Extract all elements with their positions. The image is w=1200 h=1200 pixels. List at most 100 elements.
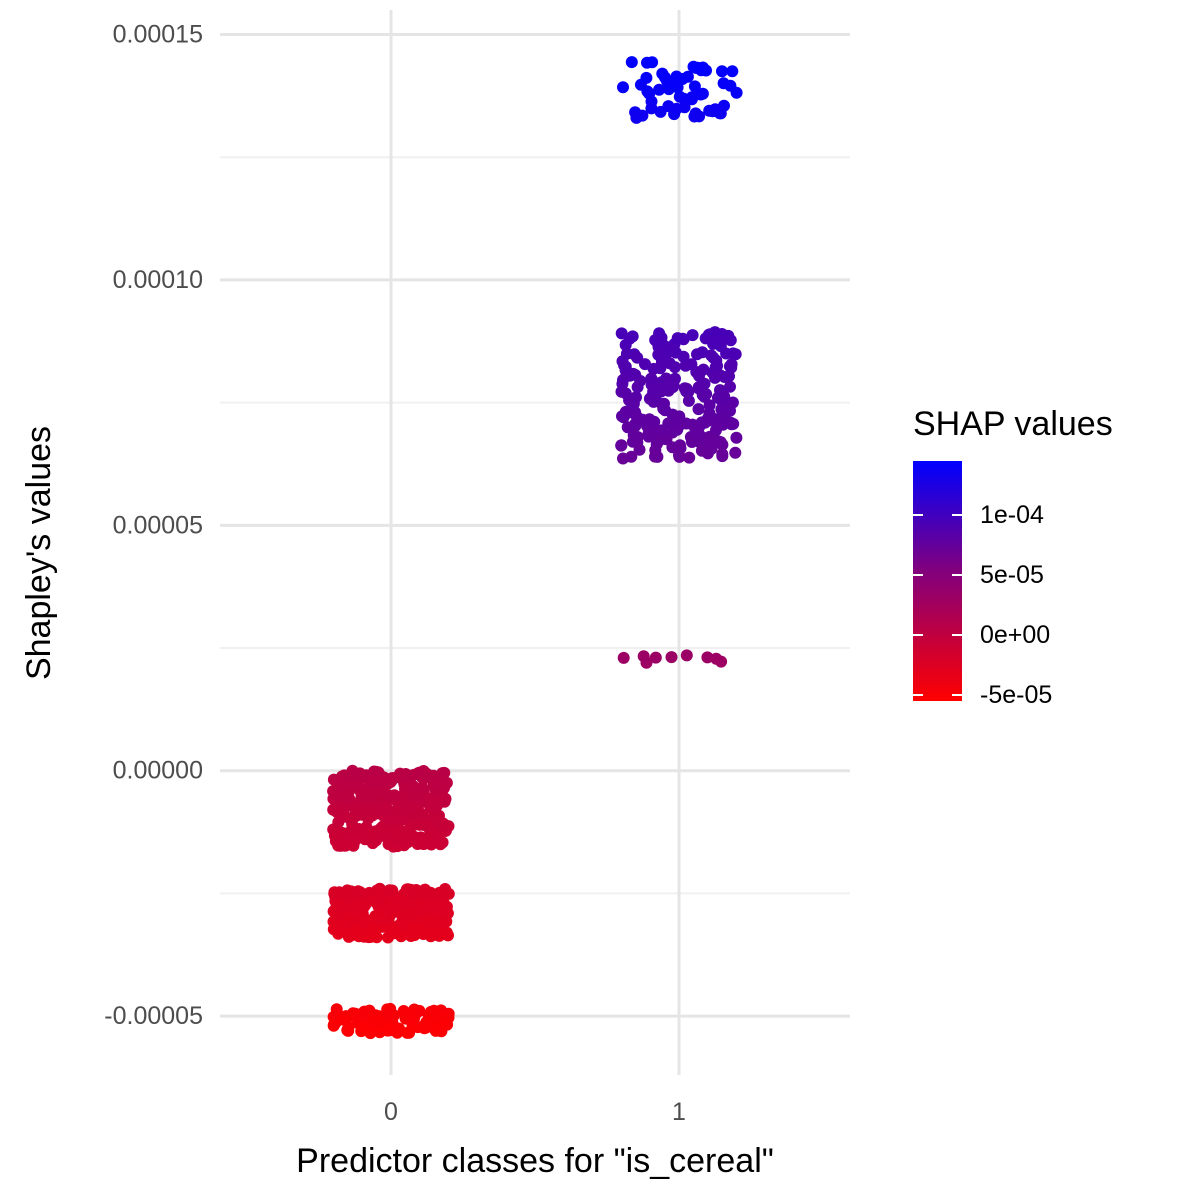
- data-points: [327, 56, 743, 1040]
- data-point: [437, 1020, 450, 1032]
- data-point: [339, 810, 352, 823]
- data-point: [403, 1026, 416, 1039]
- y-axis-ticks: -0.00005 0.00000 0.00005 0.00010 0.00015: [104, 21, 203, 1031]
- data-point: [723, 370, 735, 383]
- legend: SHAP values -5e-05 0e+00 5e-05 1e-04: [913, 405, 1113, 709]
- data-point: [641, 56, 653, 69]
- data-point: [630, 111, 643, 124]
- data-point: [384, 1024, 397, 1037]
- data-point: [730, 431, 743, 444]
- data-point: [619, 387, 632, 400]
- data-point: [355, 1021, 368, 1034]
- data-point: [358, 916, 371, 929]
- data-point: [691, 61, 704, 74]
- data-point: [327, 803, 340, 816]
- data-point: [667, 379, 680, 392]
- data-point: [330, 1003, 343, 1016]
- data-point: [618, 359, 631, 372]
- data-point: [429, 928, 441, 941]
- data-point: [380, 802, 393, 815]
- data-point: [700, 388, 713, 401]
- data-point: [668, 361, 681, 374]
- data-point: [640, 71, 653, 84]
- data-point: [696, 346, 709, 359]
- data-point: [625, 56, 638, 69]
- data-point: [327, 1018, 340, 1031]
- data-point: [615, 439, 628, 452]
- data-point: [429, 777, 442, 790]
- data-point: [686, 329, 699, 342]
- data-point: [710, 354, 723, 367]
- y-tick-label: 0.00005: [113, 511, 203, 539]
- data-point: [359, 809, 372, 822]
- data-point: [652, 348, 665, 361]
- data-point: [617, 81, 629, 94]
- data-point: [407, 923, 420, 936]
- data-point: [692, 427, 705, 440]
- data-point: [649, 651, 662, 664]
- data-point: [336, 1013, 349, 1026]
- data-point: [715, 410, 728, 423]
- data-point: [682, 394, 695, 407]
- data-point: [645, 102, 658, 115]
- data-point: [656, 67, 669, 80]
- legend-ticks: -5e-05 0e+00 5e-05 1e-04: [913, 501, 1052, 709]
- data-point: [346, 764, 359, 777]
- x-axis-title: Predictor classes for "is_cereal": [296, 1142, 774, 1180]
- data-point: [364, 931, 377, 943]
- data-point: [404, 789, 417, 802]
- data-point: [328, 887, 341, 900]
- data-point: [633, 443, 646, 456]
- data-point: [724, 380, 736, 393]
- data-point: [374, 892, 387, 905]
- data-point: [425, 918, 437, 930]
- data-point: [399, 1012, 412, 1025]
- grid-lines: [220, 10, 850, 1075]
- data-point: [680, 649, 693, 662]
- data-point: [330, 830, 343, 843]
- data-point: [617, 374, 629, 386]
- legend-tick-label: 0e+00: [980, 621, 1050, 649]
- data-point: [717, 77, 730, 90]
- data-point: [330, 920, 343, 933]
- data-point: [416, 781, 429, 794]
- data-point: [701, 651, 714, 664]
- y-tick-label: 0.00000: [113, 757, 203, 785]
- data-point: [619, 406, 632, 419]
- data-point: [678, 101, 691, 114]
- data-point: [671, 423, 684, 436]
- data-point: [716, 65, 728, 78]
- data-point: [705, 442, 718, 455]
- data-point: [370, 1017, 383, 1030]
- y-tick-label: 0.00015: [113, 21, 203, 49]
- data-point: [423, 831, 436, 844]
- data-point: [373, 1026, 386, 1039]
- data-point: [370, 787, 383, 800]
- data-point: [358, 1005, 371, 1018]
- data-point: [435, 902, 448, 915]
- data-point: [724, 334, 737, 347]
- x-tick-label: 0: [384, 1098, 398, 1126]
- data-point: [716, 450, 729, 463]
- data-point: [430, 1010, 443, 1023]
- data-point: [693, 110, 706, 123]
- legend-tick-label: -5e-05: [980, 681, 1052, 709]
- data-point: [398, 832, 411, 845]
- x-tick-label: 1: [672, 1098, 686, 1126]
- data-point: [714, 436, 727, 449]
- data-point: [704, 414, 717, 427]
- data-point: [709, 371, 721, 384]
- data-point: [394, 804, 407, 817]
- legend-tick-label: 5e-05: [980, 561, 1044, 589]
- data-point: [417, 1019, 430, 1032]
- data-point: [342, 927, 355, 940]
- data-point: [645, 372, 658, 385]
- legend-colorbar: [913, 461, 962, 701]
- data-point: [349, 808, 362, 820]
- data-point: [395, 917, 408, 930]
- data-point: [686, 91, 699, 104]
- data-point: [383, 789, 395, 802]
- data-point: [334, 898, 346, 911]
- data-point: [417, 818, 430, 831]
- data-point: [680, 385, 693, 398]
